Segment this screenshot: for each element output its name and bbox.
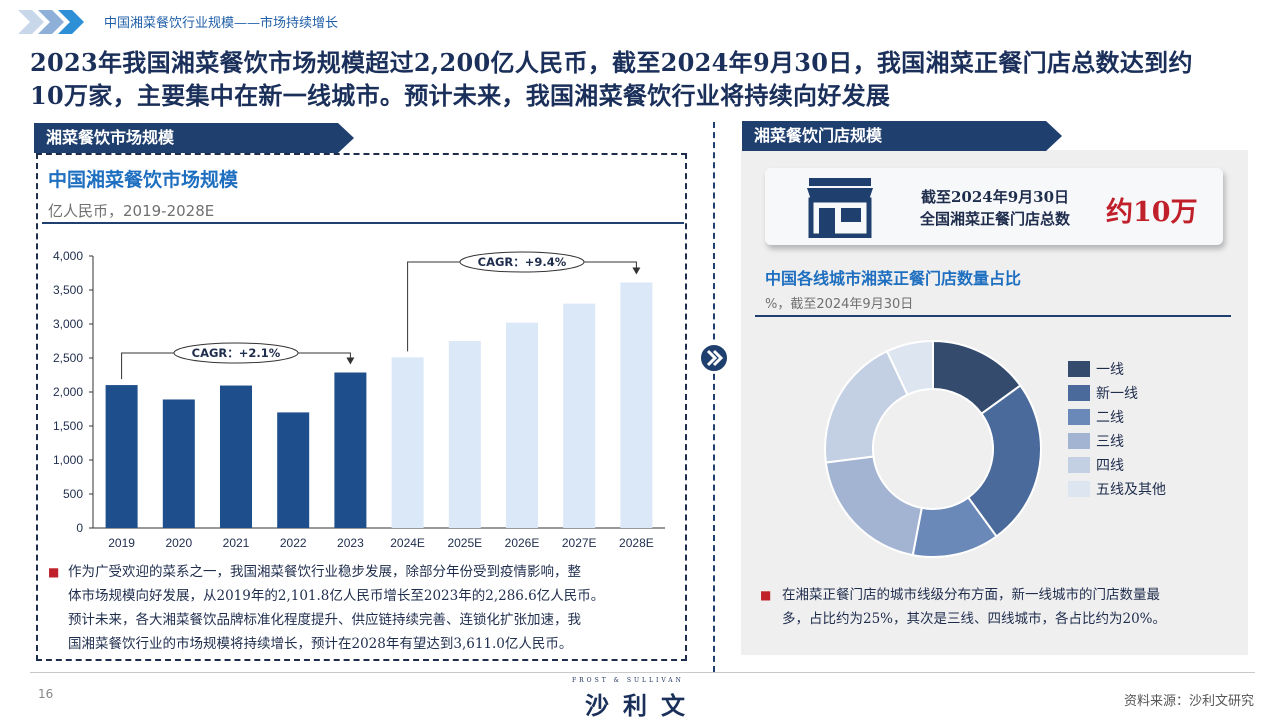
- cagr-label: CAGR：+9.4%: [478, 255, 567, 269]
- y-tick-label: 4,000: [53, 249, 83, 263]
- x-tick-label: 2025E: [447, 536, 482, 550]
- x-tick-label: 2027E: [562, 536, 597, 550]
- legend-item: 新一线: [1068, 384, 1166, 408]
- legend-item: 一线: [1068, 360, 1166, 384]
- chevron-arrows-icon: [18, 10, 84, 34]
- y-tick-label: 0: [76, 521, 83, 535]
- legend-swatch: [1068, 409, 1090, 425]
- bar: [506, 322, 538, 528]
- bar: [448, 341, 481, 528]
- y-tick-label: 2,500: [53, 351, 83, 365]
- x-tick-label: 2024E: [390, 536, 425, 550]
- legend-label: 一线: [1096, 362, 1124, 378]
- title-rule: [755, 315, 1231, 317]
- logo-wordmark: FROST & SULLIVAN: [572, 677, 684, 684]
- market-size-bar-chart: 0 500 1,000 1,500 2,000 2,500 3,000 3,500 4,000 2…: [53, 249, 665, 550]
- legend-item: 五线及其他: [1068, 480, 1166, 504]
- market-size-note: ■ 作为广受欢迎的菜系之一，我国湘菜餐饮行业稳步发展，除部分年份受到疫情影响，整…: [48, 560, 680, 656]
- store-count-value: 约10万: [1106, 197, 1198, 228]
- legend-label: 三线: [1096, 434, 1124, 450]
- city-share-note: ■ 在湘菜正餐门店的城市线级分布方面，新一线城市的门店数量最 多，占比约为25%…: [760, 583, 1240, 631]
- y-tick-label: 2,000: [53, 385, 83, 399]
- x-tick-label: 2022: [280, 536, 307, 550]
- bar: [563, 303, 596, 528]
- cagr-arrowhead: [632, 267, 641, 275]
- page-headline: 2023年我国湘菜餐饮市场规模超过2,200亿人民币，截至2024年9月30日，…: [30, 46, 1250, 112]
- headline-line-1: 2023年我国湘菜餐饮市场规模超过2,200亿人民币，截至2024年9月30日，…: [30, 48, 1193, 77]
- cagr-arrowhead: [346, 357, 355, 365]
- y-tick-label: 3,500: [53, 283, 83, 297]
- legend-swatch: [1068, 457, 1090, 473]
- donut-legend: 一线新一线二线三线四线五线及其他: [1068, 360, 1166, 504]
- legend-label: 四线: [1096, 458, 1124, 474]
- store-count-caption: 截至2024年9月30日 全国湘菜正餐门店总数: [900, 186, 1090, 230]
- x-tick-label: 2026E: [505, 536, 540, 550]
- donut-slice: [966, 384, 1042, 538]
- legend-item: 三线: [1068, 432, 1166, 456]
- note-line: 在湘菜正餐门店的城市线级分布方面，新一线城市的门店数量最: [782, 587, 1160, 603]
- bullet-marker: ■: [48, 565, 60, 579]
- market-size-panel: [36, 153, 687, 661]
- legend-swatch: [1068, 361, 1090, 377]
- x-tick-label: 2023: [337, 536, 364, 550]
- bar: [277, 412, 310, 528]
- market-size-unit: 亿人民币，2019-2028E: [48, 202, 215, 220]
- y-tick-label: 500: [63, 487, 83, 501]
- headline-line-2: 10万家，主要集中在新一线城市。预计未来，我国湘菜餐饮行业将持续向好发展: [30, 81, 891, 110]
- city-share-unit: %，截至2024年9月30日: [765, 297, 914, 312]
- cagr-bubble: [459, 251, 585, 273]
- page-number: 16: [38, 687, 54, 701]
- note-line: 国湘菜餐饮行业的市场规模将持续增长，预计在2028年有望达到3,611.0亿人民…: [68, 636, 573, 652]
- note-line: 多，占比约为25%，其次是三线、四线城市，各占比约为20%。: [782, 611, 1167, 627]
- donut-slice: [885, 339, 934, 397]
- logo: 沙利文: [585, 692, 699, 720]
- note-line: 预计未来，各大湘菜餐饮品牌标准化程度提升、供应链持续完善、连锁化扩张加速，我: [68, 612, 581, 628]
- legend-swatch: [1068, 385, 1090, 401]
- legend-swatch: [1068, 433, 1090, 449]
- y-tick-label: 1,500: [53, 419, 83, 433]
- bar: [620, 282, 653, 528]
- bar: [162, 399, 195, 528]
- legend-item: 四线: [1068, 456, 1166, 480]
- market-size-banner: 湘菜餐饮市场规模: [34, 123, 354, 153]
- note-line: 体市场规模向好发展，从2019年的2,101.8亿人民币增长至2023年的2,2…: [68, 588, 605, 604]
- store-scale-banner: 湘菜餐饮门店规模: [742, 121, 1062, 151]
- bar: [220, 385, 252, 528]
- y-tick-label: 3,000: [53, 317, 83, 331]
- note-line: 作为广受欢迎的菜系之一，我国湘菜餐饮行业稳步发展，除部分年份受到疫情影响，整: [68, 564, 581, 580]
- legend-label: 新一线: [1096, 386, 1138, 402]
- storefront-icon: [807, 178, 873, 238]
- legend-label: 二线: [1096, 410, 1124, 426]
- y-tick-label: 1,000: [53, 453, 83, 467]
- breadcrumb: 中国湘菜餐饮行业规模——市场持续增长: [104, 16, 339, 31]
- cagr-label: CAGR：+2.1%: [192, 346, 281, 360]
- bar: [391, 357, 424, 528]
- x-tick-label: 2020: [165, 536, 192, 550]
- x-tick-label: 2028E: [619, 536, 654, 550]
- title-rule: [42, 222, 684, 224]
- panel-divider: [713, 122, 715, 672]
- legend-swatch: [1068, 481, 1090, 497]
- city-share-donut-chart: [824, 339, 1042, 558]
- donut-slice: [824, 455, 923, 557]
- next-arrow-icon: [699, 343, 729, 373]
- card-label: 全国湘菜正餐门店总数: [919, 210, 1070, 228]
- bar: [334, 372, 367, 528]
- source-note: 资料来源：沙利文研究: [1123, 694, 1254, 709]
- card-date: 截至2024年9月30日: [920, 188, 1070, 206]
- cagr-bubble: [173, 342, 299, 364]
- footer-rule: [30, 672, 1255, 673]
- market-size-title: 中国湘菜餐饮市场规模: [48, 169, 239, 191]
- x-tick-label: 2019: [108, 536, 135, 550]
- bar: [105, 385, 138, 528]
- x-tick-label: 2021: [223, 536, 250, 550]
- city-share-title: 中国各线城市湘菜正餐门店数量占比: [765, 269, 1022, 288]
- legend-item: 二线: [1068, 408, 1166, 432]
- bullet-marker: ■: [760, 588, 772, 602]
- legend-label: 五线及其他: [1096, 482, 1166, 498]
